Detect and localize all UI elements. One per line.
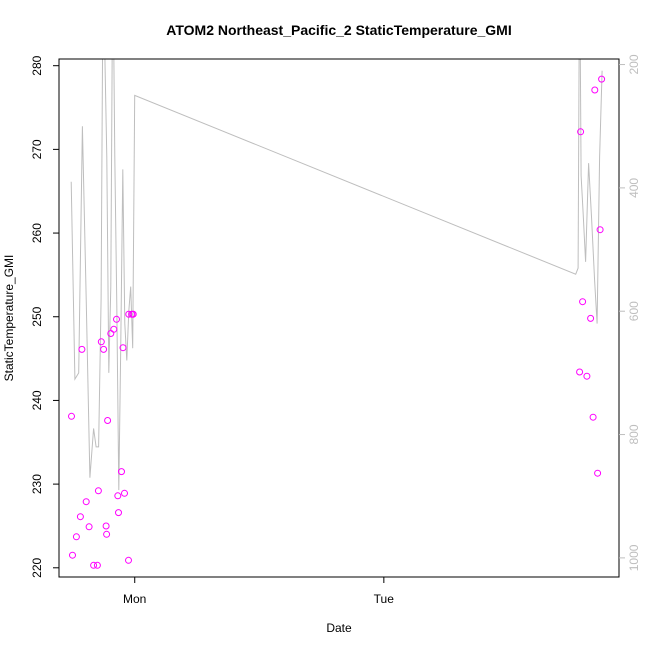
- data-point: [591, 86, 599, 94]
- y-right-tick-label: 600: [627, 301, 641, 321]
- y-axis-label: StaticTemperature_GMI: [2, 255, 16, 382]
- data-point: [596, 226, 604, 234]
- data-point: [583, 372, 591, 380]
- y-right-tick-label: 200: [627, 54, 641, 74]
- data-point: [125, 556, 132, 564]
- data-point: [579, 298, 587, 306]
- y-left-tick-label: 240: [30, 390, 44, 410]
- data-point: [68, 412, 75, 420]
- data-point: [577, 128, 585, 136]
- data-point: [93, 561, 101, 569]
- plot-group: 220 230 240 250 260 270 280 200 400 600 800 1000 Mon…: [30, 54, 641, 606]
- y-left-tick-label: 270: [30, 139, 44, 159]
- data-point: [129, 310, 137, 318]
- data-point: [121, 489, 128, 497]
- y-right-tick-label: 800: [627, 424, 641, 444]
- data-point: [82, 498, 90, 506]
- y-left-tick-label: 260: [30, 223, 44, 243]
- data-point: [76, 513, 84, 521]
- data-point: [125, 310, 133, 318]
- data-point: [110, 325, 118, 333]
- data-point: [90, 561, 98, 569]
- y-right-tick-label: 1000: [627, 544, 641, 571]
- data-point: [102, 522, 110, 530]
- y-left-tick-label: 280: [30, 55, 44, 75]
- y-left-tick-label: 220: [30, 557, 44, 577]
- data-point: [97, 338, 105, 346]
- data-point: [587, 314, 595, 322]
- series-line: [70, 59, 603, 491]
- y-left-tick-label: 230: [30, 474, 44, 494]
- data-point: [118, 468, 125, 476]
- data-point: [589, 413, 597, 421]
- x-tick-label: Mon: [123, 592, 146, 606]
- data-point: [78, 345, 86, 353]
- data-point: [119, 344, 127, 352]
- data-point: [100, 345, 108, 353]
- plot-frame: [58, 58, 620, 578]
- data-point: [104, 417, 112, 424]
- y-left-tick-label: 250: [30, 306, 44, 326]
- data-point: [114, 492, 122, 500]
- x-tick-label: Tue: [374, 592, 395, 606]
- data-point: [85, 523, 93, 531]
- x-axis-label: Date: [326, 621, 352, 635]
- data-point: [594, 469, 602, 477]
- data-point: [113, 315, 120, 323]
- data-point: [69, 551, 76, 559]
- data-point: [72, 533, 80, 541]
- data-point: [94, 487, 102, 495]
- data-point: [103, 530, 111, 538]
- data-point: [115, 509, 122, 517]
- data-point: [576, 368, 584, 376]
- data-point: [598, 75, 606, 83]
- chart-title: ATOM2 Northeast_Pacific_2 StaticTemperat…: [166, 22, 511, 38]
- y-right-tick-label: 400: [627, 178, 641, 198]
